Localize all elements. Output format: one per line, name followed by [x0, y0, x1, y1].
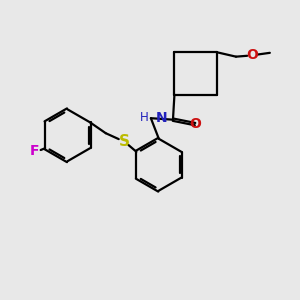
Text: O: O: [246, 48, 258, 62]
Text: N: N: [155, 111, 167, 124]
Text: H: H: [140, 111, 148, 124]
Text: O: O: [189, 117, 201, 131]
Text: S: S: [118, 134, 130, 149]
Text: F: F: [30, 144, 40, 158]
